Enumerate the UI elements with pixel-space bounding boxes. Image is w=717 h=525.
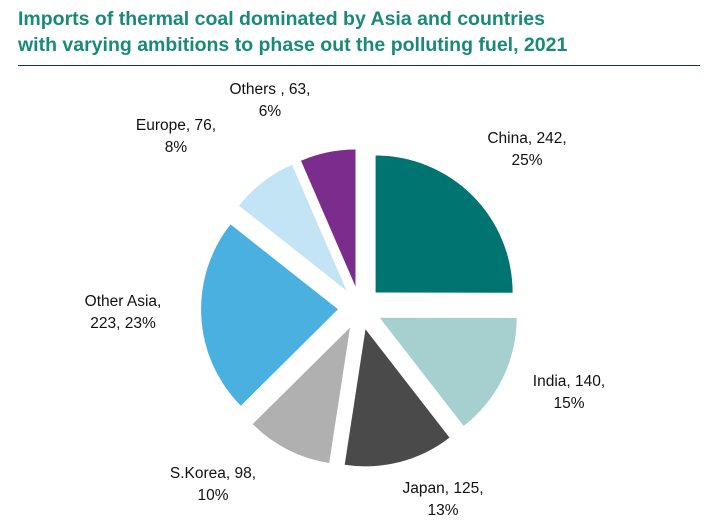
slice-label-other-asia: Other Asia, 223, 23% — [85, 293, 162, 332]
slice-label-line: 15% — [553, 395, 584, 412]
slice-japan — [344, 329, 450, 467]
slice-label-line: Others , 63, — [230, 81, 311, 98]
title-underline — [18, 65, 700, 66]
slice-label-line: India, 140, — [533, 373, 605, 390]
slice-label-india: India, 140, 15% — [533, 373, 605, 412]
slice-label-s-korea: S.Korea, 98, 10% — [170, 465, 256, 504]
slice-india — [379, 317, 517, 426]
slice-label-line: 6% — [259, 103, 282, 120]
slice-label-europe: Europe, 76, 8% — [136, 117, 216, 156]
pie-labels: China, 242, 25% India, 140, 15% Japan, 125, 1… — [85, 81, 606, 519]
slice-label-line: 13% — [427, 502, 458, 519]
slice-s-korea — [252, 327, 350, 463]
chart-title-line-1: Imports of thermal coal dominated by Asi… — [18, 8, 545, 30]
pie-slices — [201, 149, 517, 467]
slice-label-china: China, 242, 25% — [487, 130, 566, 169]
slice-other-asia — [201, 224, 338, 406]
slice-label-line: 223, 23% — [90, 315, 156, 332]
slice-label-line: Japan, 125, — [402, 480, 483, 497]
slice-europe — [239, 164, 347, 291]
slice-label-line: 8% — [165, 139, 188, 156]
slice-label-line: 10% — [197, 487, 228, 504]
chart-title-line-2: with varying ambitions to phase out the … — [18, 34, 568, 56]
slice-label-line: China, 242, — [487, 130, 566, 147]
slice-label-line: 25% — [511, 152, 542, 169]
slice-label-japan: Japan, 125, 13% — [402, 480, 483, 519]
chart-title: Imports of thermal coal dominated by Asi… — [18, 6, 698, 58]
slice-others — [301, 149, 356, 287]
slice-label-others: Others , 63, 6% — [230, 81, 311, 120]
slice-china — [375, 155, 513, 293]
slice-label-line: Other Asia, — [85, 293, 162, 310]
slice-label-line: Europe, 76, — [136, 117, 216, 134]
slice-label-line: S.Korea, 98, — [170, 465, 256, 482]
